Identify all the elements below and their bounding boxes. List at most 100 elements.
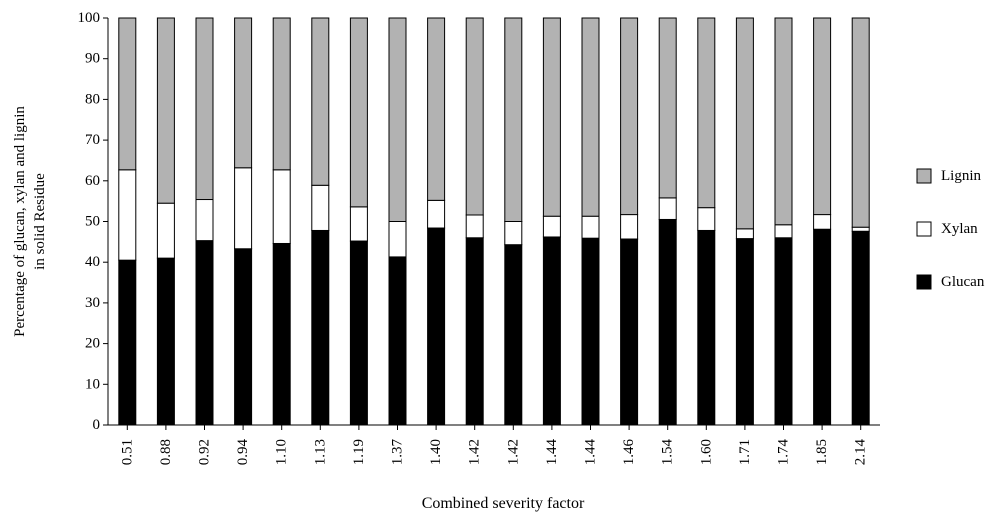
bar-glucan-1.37: [388, 256, 407, 426]
bar-xylan-1.46: [620, 214, 639, 240]
bar-glucan-0.88: [156, 257, 175, 426]
legend-swatch-xylan: [916, 221, 932, 237]
x-axis-label: Combined severity factor: [422, 495, 585, 512]
bar-xylan-1.54: [658, 197, 677, 220]
y-tick-label: 30: [85, 295, 100, 311]
bar-xylan-1.60: [697, 207, 716, 231]
bar-glucan-1.85: [813, 228, 832, 426]
x-tick-label: 1.85: [814, 439, 830, 465]
bar-xylan-1.42: [465, 214, 484, 239]
x-tick-label: 1.44: [583, 439, 599, 466]
y-tick-label: 40: [85, 254, 100, 270]
bar-lignin-1.13: [311, 17, 330, 186]
bar-lignin-1.40: [427, 17, 446, 201]
bar-glucan-1.13: [311, 229, 330, 426]
bar-glucan-1.42: [465, 237, 484, 426]
y-tick-label: 0: [93, 417, 101, 433]
bar-xylan-1.44: [542, 215, 561, 238]
bar-glucan-1.42: [504, 244, 523, 426]
bar-xylan-2.14: [851, 226, 870, 232]
bar-glucan-1.74: [774, 237, 793, 426]
bar-xylan-1.13: [311, 184, 330, 231]
x-tick-label: 0.88: [158, 439, 174, 465]
bar-glucan-1.54: [658, 218, 677, 426]
bar-lignin-1.44: [581, 17, 600, 217]
bar-lignin-1.42: [504, 17, 523, 222]
bar-xylan-1.42: [504, 221, 523, 246]
bar-xylan-1.74: [774, 224, 793, 239]
bar-lignin-1.42: [465, 17, 484, 216]
legend-label-glucan: Glucan: [941, 274, 985, 290]
bar-glucan-1.40: [427, 227, 446, 426]
bar-glucan-1.10: [272, 242, 291, 426]
legend-label-xylan: Xylan: [941, 221, 978, 237]
bar-lignin-0.51: [118, 17, 137, 171]
x-tick-label: 1.42: [467, 439, 483, 465]
y-tick-label: 80: [85, 91, 100, 107]
bar-glucan-1.44: [542, 236, 561, 426]
bar-xylan-1.10: [272, 169, 291, 244]
y-tick-label: 50: [85, 214, 100, 230]
y-tick-label: 10: [85, 376, 100, 392]
y-axis-label: Percentage of glucan, xylan and lignin in…: [12, 106, 48, 337]
x-tick-label: 1.46: [621, 439, 637, 466]
bar-lignin-1.85: [813, 17, 832, 216]
x-tick-label: 1.19: [351, 439, 367, 465]
x-tick-label: 1.42: [505, 439, 521, 465]
bars-layer: [118, 17, 870, 426]
x-tick-label: 0.92: [197, 439, 213, 465]
bar-glucan-1.60: [697, 229, 716, 426]
bar-lignin-1.60: [697, 17, 716, 209]
bar-glucan-0.92: [195, 240, 214, 426]
legend-swatch-lignin: [916, 168, 932, 184]
y-tick-label: 100: [78, 10, 101, 26]
legend: Lignin Xylan Glucan: [916, 168, 985, 290]
bar-lignin-1.37: [388, 17, 407, 222]
x-tick-label: 1.74: [776, 439, 792, 466]
y-axis-label-line: in solid Residue: [32, 173, 48, 270]
bar-glucan-1.19: [349, 240, 368, 426]
axes-layer: 0.51 0.88 0.92 0.94 1.10 1.13 1.19 1.37 1.40 1.42…: [78, 10, 880, 466]
y-tick-label: 70: [85, 132, 100, 148]
bar-xylan-0.51: [118, 169, 137, 261]
bar-lignin-1.54: [658, 17, 677, 199]
bar-glucan-1.46: [620, 238, 639, 426]
bar-xylan-1.40: [427, 199, 446, 229]
bar-xylan-0.94: [234, 167, 253, 250]
legend-swatch-glucan: [916, 274, 932, 290]
x-tick-label: 1.44: [544, 439, 560, 466]
bar-lignin-1.71: [735, 17, 754, 230]
bar-xylan-1.37: [388, 221, 407, 258]
x-tick-label: 0.94: [235, 439, 251, 466]
x-tick-label: 1.71: [737, 439, 753, 465]
bar-xylan-1.19: [349, 206, 368, 242]
x-tick-label: 1.40: [428, 439, 444, 465]
bar-lignin-1.19: [349, 17, 368, 208]
y-tick-label: 60: [85, 173, 100, 189]
y-tick-label: 20: [85, 336, 100, 352]
bar-xylan-1.71: [735, 228, 754, 240]
bar-glucan-2.14: [851, 230, 870, 426]
bar-lignin-1.44: [542, 17, 561, 217]
x-tick-label: 1.54: [660, 439, 676, 466]
x-tick-label: 0.51: [119, 439, 135, 465]
x-tick-label: 1.13: [312, 439, 328, 465]
bar-lignin-2.14: [851, 17, 870, 228]
bar-xylan-1.44: [581, 215, 600, 239]
x-tick-label: 1.60: [698, 439, 714, 465]
y-axis-label-line: Percentage of glucan, xylan and lignin: [12, 106, 28, 337]
bar-lignin-1.46: [620, 17, 639, 216]
bar-glucan-1.44: [581, 237, 600, 426]
bar-glucan-0.51: [118, 259, 137, 426]
x-tick-label: 2.14: [853, 439, 869, 466]
bar-glucan-0.94: [234, 248, 253, 426]
bar-lignin-0.94: [234, 17, 253, 169]
bar-glucan-1.71: [735, 238, 754, 426]
x-tick-label: 1.10: [274, 439, 290, 465]
bar-xylan-0.92: [195, 199, 214, 242]
bar-lignin-1.74: [774, 17, 793, 226]
bar-lignin-0.88: [156, 17, 175, 204]
bar-lignin-0.92: [195, 17, 214, 201]
legend-label-lignin: Lignin: [941, 168, 981, 184]
